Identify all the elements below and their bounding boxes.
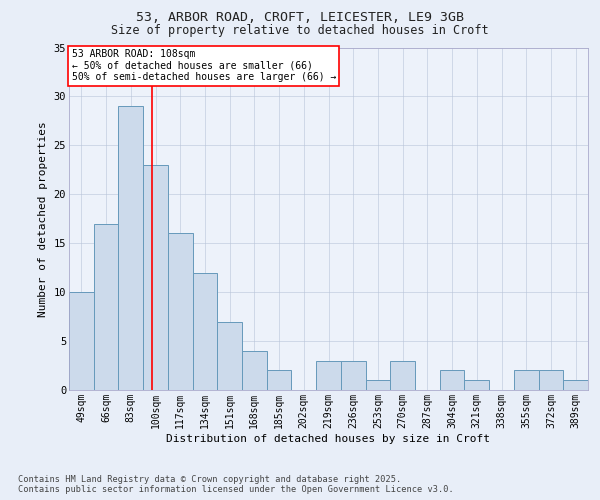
Bar — [193, 272, 217, 390]
Text: Contains HM Land Registry data © Crown copyright and database right 2025.
Contai: Contains HM Land Registry data © Crown c… — [18, 474, 454, 494]
Bar — [242, 351, 267, 390]
Bar — [168, 234, 193, 390]
Bar — [143, 165, 168, 390]
Bar — [464, 380, 489, 390]
Bar — [365, 380, 390, 390]
Text: 53, ARBOR ROAD, CROFT, LEICESTER, LE9 3GB: 53, ARBOR ROAD, CROFT, LEICESTER, LE9 3G… — [136, 11, 464, 24]
Bar — [390, 360, 415, 390]
Y-axis label: Number of detached properties: Number of detached properties — [38, 121, 48, 316]
Bar — [118, 106, 143, 390]
Bar — [69, 292, 94, 390]
Bar — [341, 360, 365, 390]
X-axis label: Distribution of detached houses by size in Croft: Distribution of detached houses by size … — [167, 434, 491, 444]
Bar — [539, 370, 563, 390]
Bar — [94, 224, 118, 390]
Text: 53 ARBOR ROAD: 108sqm
← 50% of detached houses are smaller (66)
50% of semi-deta: 53 ARBOR ROAD: 108sqm ← 50% of detached … — [71, 49, 336, 82]
Bar — [316, 360, 341, 390]
Bar — [440, 370, 464, 390]
Bar — [514, 370, 539, 390]
Bar — [563, 380, 588, 390]
Text: Size of property relative to detached houses in Croft: Size of property relative to detached ho… — [111, 24, 489, 37]
Bar — [267, 370, 292, 390]
Bar — [217, 322, 242, 390]
